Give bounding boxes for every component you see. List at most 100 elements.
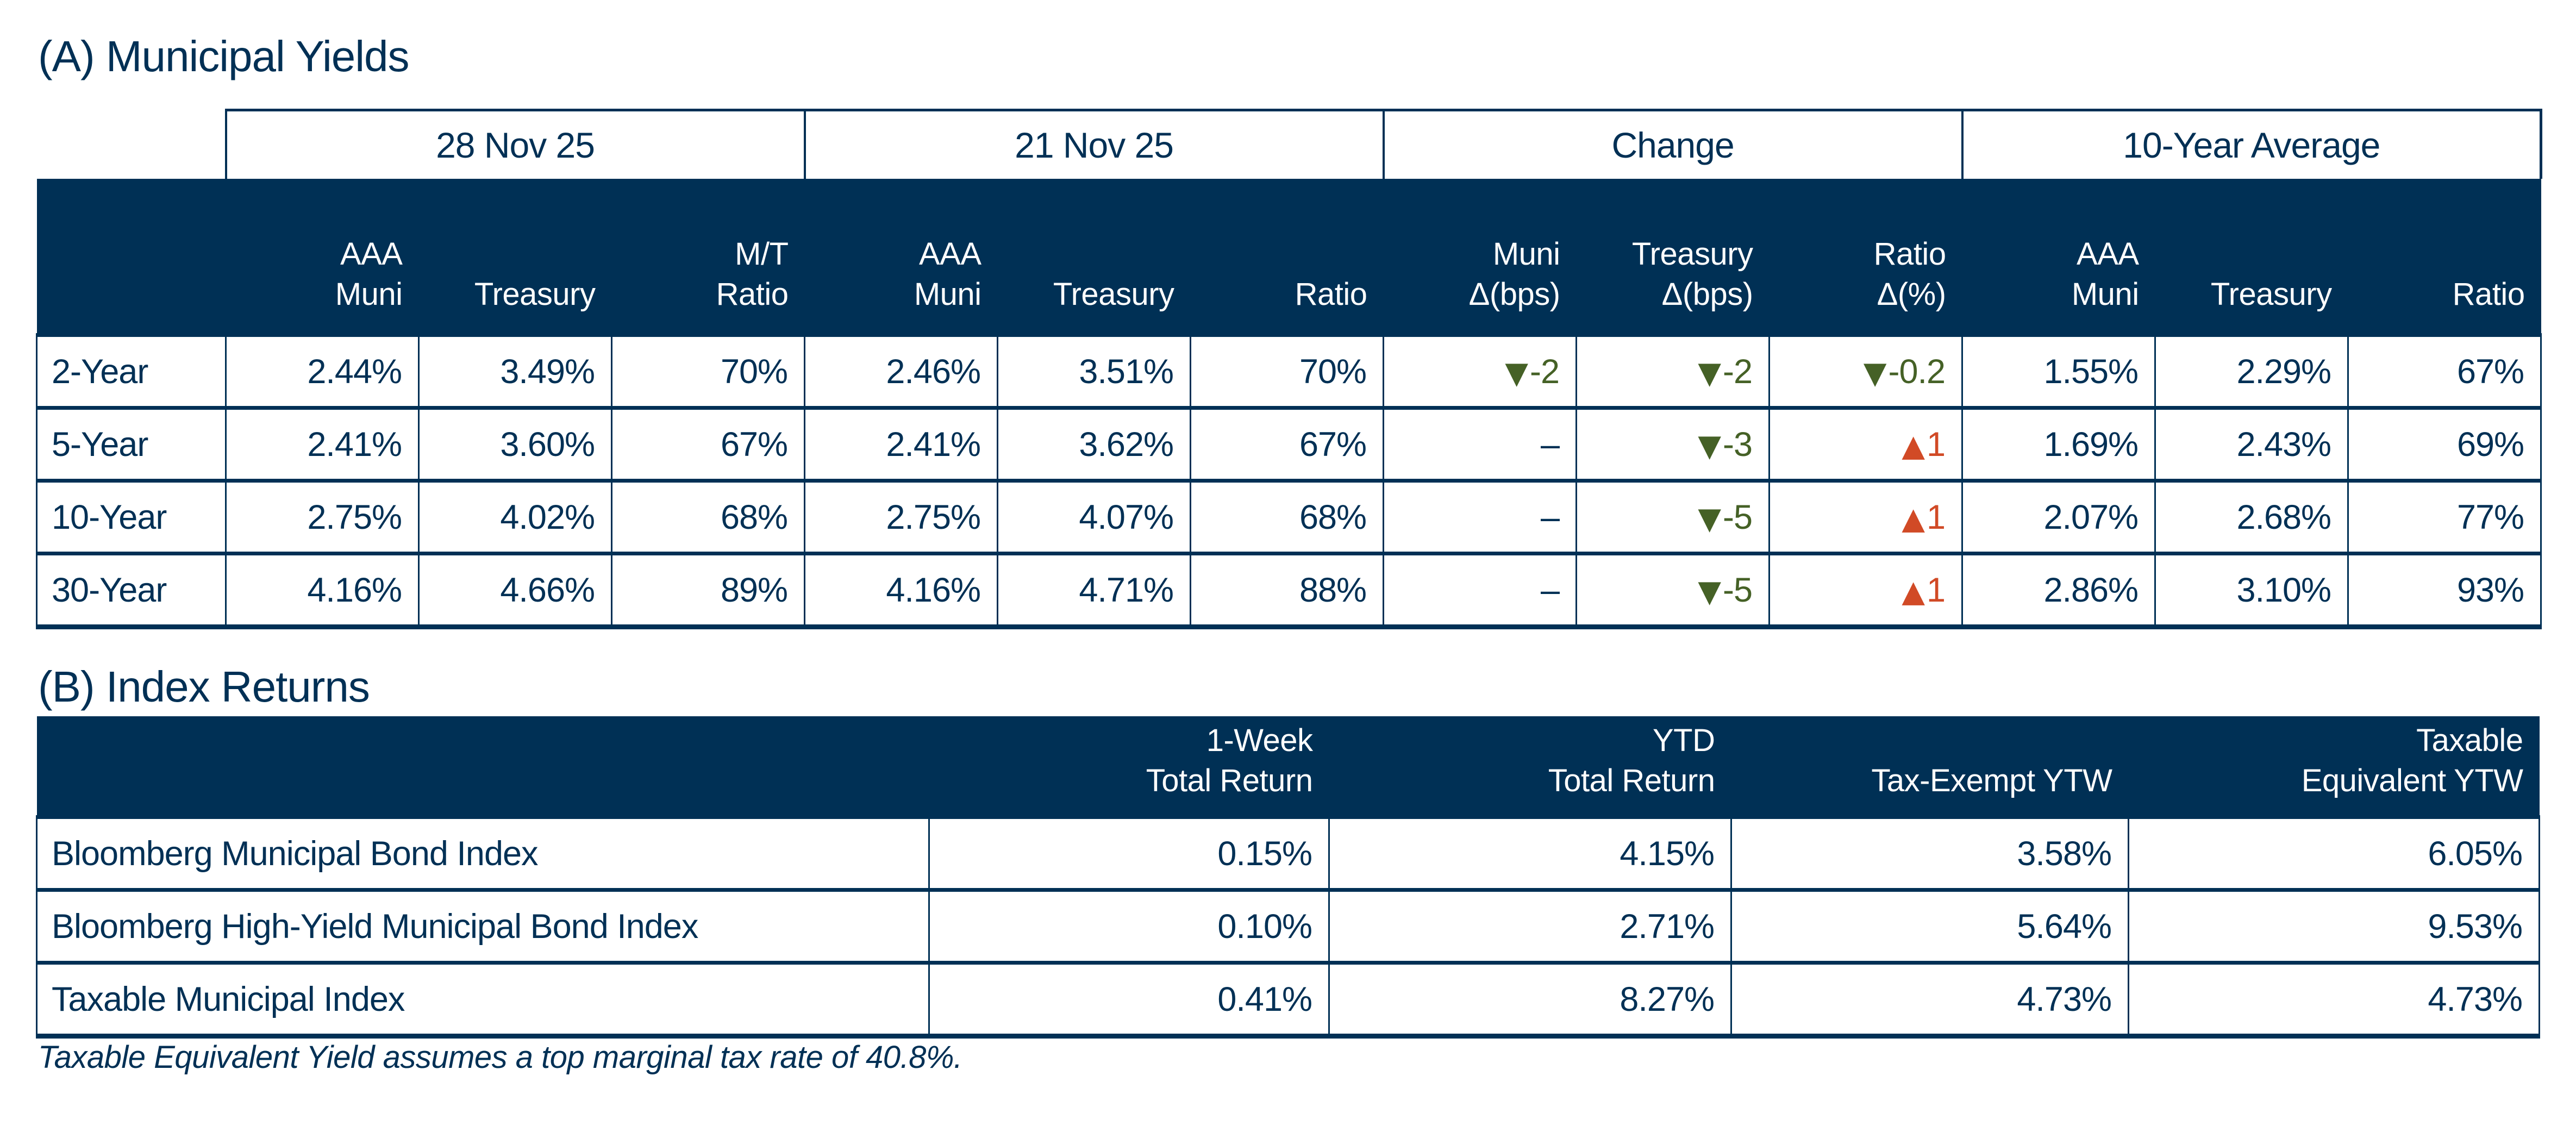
column-header-tax-exempt-ytw: Tax-Exempt YTW <box>1731 716 2129 817</box>
value-cell: 1.55% <box>1961 333 2156 410</box>
up-triangle-icon: ▲ <box>1902 428 1925 464</box>
column-header-taxable-equivalent-ytw: Taxable Equivalent YTW <box>2128 716 2540 817</box>
treasury-delta-cell: ▼-3 <box>1575 406 1771 483</box>
value-cell: 2.41% <box>225 406 420 483</box>
group-header-spacer <box>37 110 226 179</box>
column-header-avg-ratio: Ratio <box>2348 179 2541 335</box>
down-triangle-icon: ▼ <box>1863 355 1887 391</box>
column-header-muni-delta: Muni Δ(bps) <box>1383 179 1577 335</box>
value-cell: 4.02% <box>418 479 612 555</box>
column-header-ratio-delta: Ratio Δ(%) <box>1769 179 1962 335</box>
column-header-spacer <box>36 716 929 817</box>
table-row-high-yield-muni-index: Bloomberg High-Yield Municipal Bond Inde… <box>36 888 2540 965</box>
value-cell: 93% <box>2347 552 2542 629</box>
value-cell: 4.73% <box>1730 961 2129 1039</box>
value-cell: 70% <box>610 333 806 410</box>
municipal-yields-table: 28 Nov 25 21 Nov 25 Change 10-Year Avera… <box>36 109 2543 629</box>
index-returns-table: 1-Week Total Return YTD Total Return Tax-E… <box>36 716 2540 1039</box>
value-cell: 67% <box>2347 333 2542 410</box>
row-label: Bloomberg Municipal Bond Index <box>36 815 930 892</box>
value-cell: 2.29% <box>2154 333 2349 410</box>
value-cell: 2.44% <box>225 333 420 410</box>
value-cell: 3.51% <box>997 333 1192 410</box>
value-cell: 70% <box>1190 333 1385 410</box>
treasury-delta-cell: ▼-5 <box>1575 479 1771 555</box>
value-cell: 67% <box>1190 406 1385 483</box>
group-header-28nov: 28 Nov 25 <box>224 109 805 179</box>
column-header-cur-treasury: Treasury <box>418 179 612 335</box>
column-header-spacer <box>36 179 226 335</box>
column-header-avg-treasury: Treasury <box>2155 179 2348 335</box>
column-header-prev-treasury: Treasury <box>997 179 1191 335</box>
value-cell: 0.10% <box>928 888 1330 965</box>
table-row-30year: 30-Year 4.16% 4.66% 89% 4.16% 4.71% 88% … <box>36 552 2542 629</box>
down-triangle-icon: ▼ <box>1698 428 1721 464</box>
footnote: Taxable Equivalent Yield assumes a top m… <box>38 1040 962 1075</box>
up-triangle-icon: ▲ <box>1902 574 1925 609</box>
row-label: Bloomberg High-Yield Municipal Bond Inde… <box>36 888 930 965</box>
value-cell: 68% <box>610 479 806 555</box>
row-label: 10-Year <box>36 479 227 555</box>
value-cell: 0.15% <box>928 815 1330 892</box>
row-label: 2-Year <box>36 333 227 410</box>
value-cell: 1.69% <box>1961 406 2156 483</box>
table-row-taxable-muni-index: Taxable Municipal Index 0.41% 8.27% 4.73… <box>36 961 2540 1039</box>
ratio-delta-cell: ▲1 <box>1768 552 1964 629</box>
value-cell: 67% <box>610 406 806 483</box>
value-cell: 6.05% <box>2128 815 2540 892</box>
value-cell: 89% <box>610 552 806 629</box>
value-cell: 3.58% <box>1730 815 2129 892</box>
muni-delta-cell: – <box>1383 479 1578 555</box>
value-cell: 0.41% <box>928 961 1330 1039</box>
value-cell: 4.16% <box>225 552 420 629</box>
down-triangle-icon: ▼ <box>1698 501 1721 536</box>
value-cell: 4.71% <box>997 552 1192 629</box>
value-cell: 4.07% <box>997 479 1192 555</box>
table-row-muni-bond-index: Bloomberg Municipal Bond Index 0.15% 4.1… <box>36 815 2540 892</box>
muni-delta-cell: ▼-2 <box>1383 333 1578 410</box>
value-cell: 2.86% <box>1961 552 2156 629</box>
column-header-row: AAA Muni Treasury M/T Ratio AAA Muni Treasu… <box>36 179 2541 335</box>
up-triangle-icon: ▲ <box>1902 501 1925 536</box>
value-cell: 9.53% <box>2128 888 2540 965</box>
value-cell: 5.64% <box>1730 888 2129 965</box>
ratio-delta-cell: ▼-0.2 <box>1768 333 1964 410</box>
group-header-10yr-avg: 10-Year Average <box>1961 109 2543 179</box>
table-row-10year: 10-Year 2.75% 4.02% 68% 2.75% 4.07% 68% … <box>36 479 2542 555</box>
value-cell: 69% <box>2347 406 2542 483</box>
value-cell: 2.75% <box>225 479 420 555</box>
row-label: Taxable Municipal Index <box>36 961 930 1039</box>
muni-delta-cell: – <box>1383 552 1578 629</box>
row-label: 5-Year <box>36 406 227 483</box>
table-row-5year: 5-Year 2.41% 3.60% 67% 2.41% 3.62% 67% –… <box>36 406 2542 483</box>
treasury-delta-cell: ▼-5 <box>1575 552 1771 629</box>
value-cell: 4.16% <box>804 552 999 629</box>
table-row-2year: 2-Year 2.44% 3.49% 70% 2.46% 3.51% 70% ▼… <box>36 333 2542 410</box>
group-header-21nov: 21 Nov 25 <box>803 109 1384 179</box>
row-label: 30-Year <box>36 552 227 629</box>
value-cell: 3.10% <box>2154 552 2349 629</box>
column-header-ytd-return: YTD Total Return <box>1329 716 1731 817</box>
group-header-row: 28 Nov 25 21 Nov 25 Change 10-Year Avera… <box>37 109 2543 179</box>
value-cell: 2.71% <box>1328 888 1732 965</box>
value-cell: 2.07% <box>1961 479 2156 555</box>
down-triangle-icon: ▼ <box>1698 574 1721 609</box>
down-triangle-icon: ▼ <box>1698 355 1721 391</box>
value-cell: 2.46% <box>804 333 999 410</box>
value-cell: 2.68% <box>2154 479 2349 555</box>
value-cell: 4.66% <box>418 552 612 629</box>
column-header-prev-aaa-muni: AAA Muni <box>804 179 998 335</box>
value-cell: 88% <box>1190 552 1385 629</box>
value-cell: 3.60% <box>418 406 612 483</box>
section-b-title: (B) Index Returns <box>38 662 370 711</box>
value-cell: 4.15% <box>1328 815 1732 892</box>
column-header-row: 1-Week Total Return YTD Total Return Tax-E… <box>36 716 2540 817</box>
value-cell: 68% <box>1190 479 1385 555</box>
value-cell: 2.75% <box>804 479 999 555</box>
column-header-cur-mt-ratio: M/T Ratio <box>611 179 805 335</box>
column-header-cur-aaa-muni: AAA Muni <box>226 179 419 335</box>
ratio-delta-cell: ▲1 <box>1768 406 1964 483</box>
column-header-1week-return: 1-Week Total Return <box>929 716 1329 817</box>
down-triangle-icon: ▼ <box>1505 355 1528 391</box>
